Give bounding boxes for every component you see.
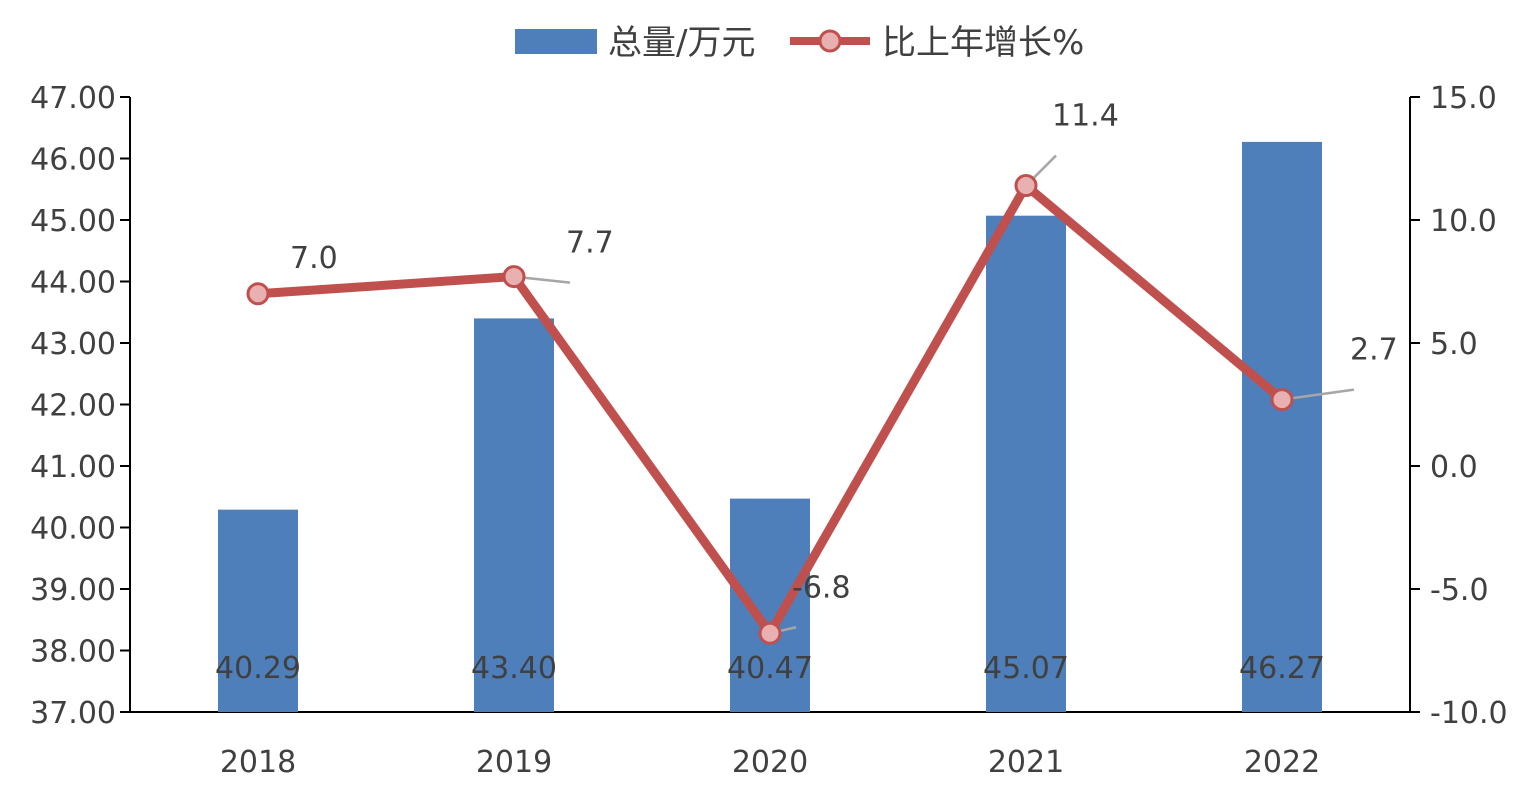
bar [474,318,554,712]
left-axis-tick-label: 47.00 [30,81,116,116]
leader-line [1281,388,1355,401]
left-axis-tick-label: 45.00 [30,204,116,239]
x-axis-tick-label: 2018 [220,745,296,780]
bar-value-label: 45.07 [983,651,1069,686]
right-axis-tick-label: 5.0 [1430,327,1478,362]
growth-point [1014,174,1038,198]
legend-bar-label: 总量/万元 [608,23,755,63]
growth-point [502,265,526,289]
left-axis-tick-label: 43.00 [30,327,116,362]
bar [1242,141,1322,712]
left-axis-tick-label: 39.00 [30,573,116,608]
growth-line [246,174,1294,645]
right-axis-tick-label: -5.0 [1430,573,1489,608]
left-axis-tick-label: 46.00 [30,143,116,178]
right-axis-tick-label: 0.0 [1430,450,1478,485]
left-axis-tick-label: 41.00 [30,450,116,485]
growth-point [1270,388,1294,412]
bar-value-label: 46.27 [1239,651,1325,686]
bar [730,498,810,712]
growth-value-label: 11.4 [1052,99,1119,134]
growth-value-labels: 7.0 7.7 -6.8 11.4 2.7 [290,99,1398,606]
growth-value-label: -6.8 [792,570,851,605]
right-axis-tick-label: 15.0 [1430,81,1497,116]
left-axis-tick-label: 42.00 [30,389,116,424]
growth-point [758,621,782,645]
legend-bar-swatch [515,29,597,54]
bar-value-label: 40.47 [727,651,813,686]
right-axis-tick-label: -10.0 [1430,696,1508,731]
left-axis-tick-label: 44.00 [30,266,116,301]
growth-value-label: 2.7 [1350,333,1398,368]
x-axis-tick-label: 2019 [476,745,552,780]
legend-line-marker [818,29,842,53]
x-axis-tick-label: 2020 [732,745,808,780]
growth-value-label: 7.0 [290,241,338,276]
legend-line-label: 比上年增长% [882,23,1084,63]
bar [218,509,298,712]
growth-value-label: 7.7 [566,226,614,261]
legend: 总量/万元 比上年增长% [515,23,1084,63]
left-axis-tick-label: 40.00 [30,512,116,547]
x-axis-tick-label: 2022 [1244,745,1320,780]
bar-value-labels: 40.29 43.40 40.47 45.07 46.27 [215,651,1325,686]
x-axis-tick-label: 2021 [988,745,1064,780]
bars [218,141,1322,712]
right-axis-tick-label: 10.0 [1430,204,1497,239]
left-axis-tick-label: 38.00 [30,635,116,670]
axes: 37.00 38.00 39.00 40.00 41.00 42.00 43.00 44.00… [30,81,1508,780]
growth-point [246,282,270,306]
bar-value-label: 40.29 [215,651,301,686]
bar [986,215,1066,712]
bar-value-label: 43.40 [471,651,557,686]
left-axis-tick-label: 37.00 [30,696,116,731]
label-leader-lines [513,154,1355,635]
